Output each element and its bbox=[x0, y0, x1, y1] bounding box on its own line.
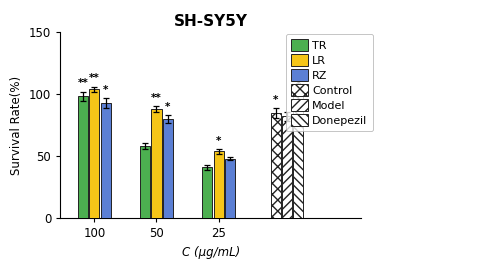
Text: **: ** bbox=[78, 78, 88, 88]
Text: **: ** bbox=[89, 73, 100, 84]
Bar bbox=[202, 167, 212, 218]
Bar bbox=[293, 97, 303, 218]
Y-axis label: Survival Rate(%): Survival Rate(%) bbox=[11, 76, 24, 174]
Title: SH-SY5Y: SH-SY5Y bbox=[173, 14, 247, 29]
Bar bbox=[270, 113, 280, 218]
Text: *: * bbox=[165, 102, 170, 112]
Text: **: ** bbox=[151, 93, 161, 103]
Bar bbox=[224, 159, 234, 218]
Text: *: * bbox=[215, 135, 221, 146]
Text: *: * bbox=[103, 85, 108, 95]
Bar bbox=[162, 119, 172, 218]
Bar bbox=[78, 97, 88, 218]
Bar bbox=[100, 103, 110, 218]
Bar bbox=[282, 116, 292, 218]
Bar bbox=[213, 151, 223, 218]
Bar bbox=[151, 109, 161, 218]
Text: *: * bbox=[273, 94, 278, 105]
X-axis label: C (μg/mL): C (μg/mL) bbox=[181, 246, 239, 259]
Text: *: * bbox=[295, 80, 300, 90]
Legend: TR, LR, RZ, Control, Model, Donepezil: TR, LR, RZ, Control, Model, Donepezil bbox=[285, 34, 372, 131]
Bar bbox=[89, 89, 99, 218]
Bar bbox=[140, 146, 150, 218]
